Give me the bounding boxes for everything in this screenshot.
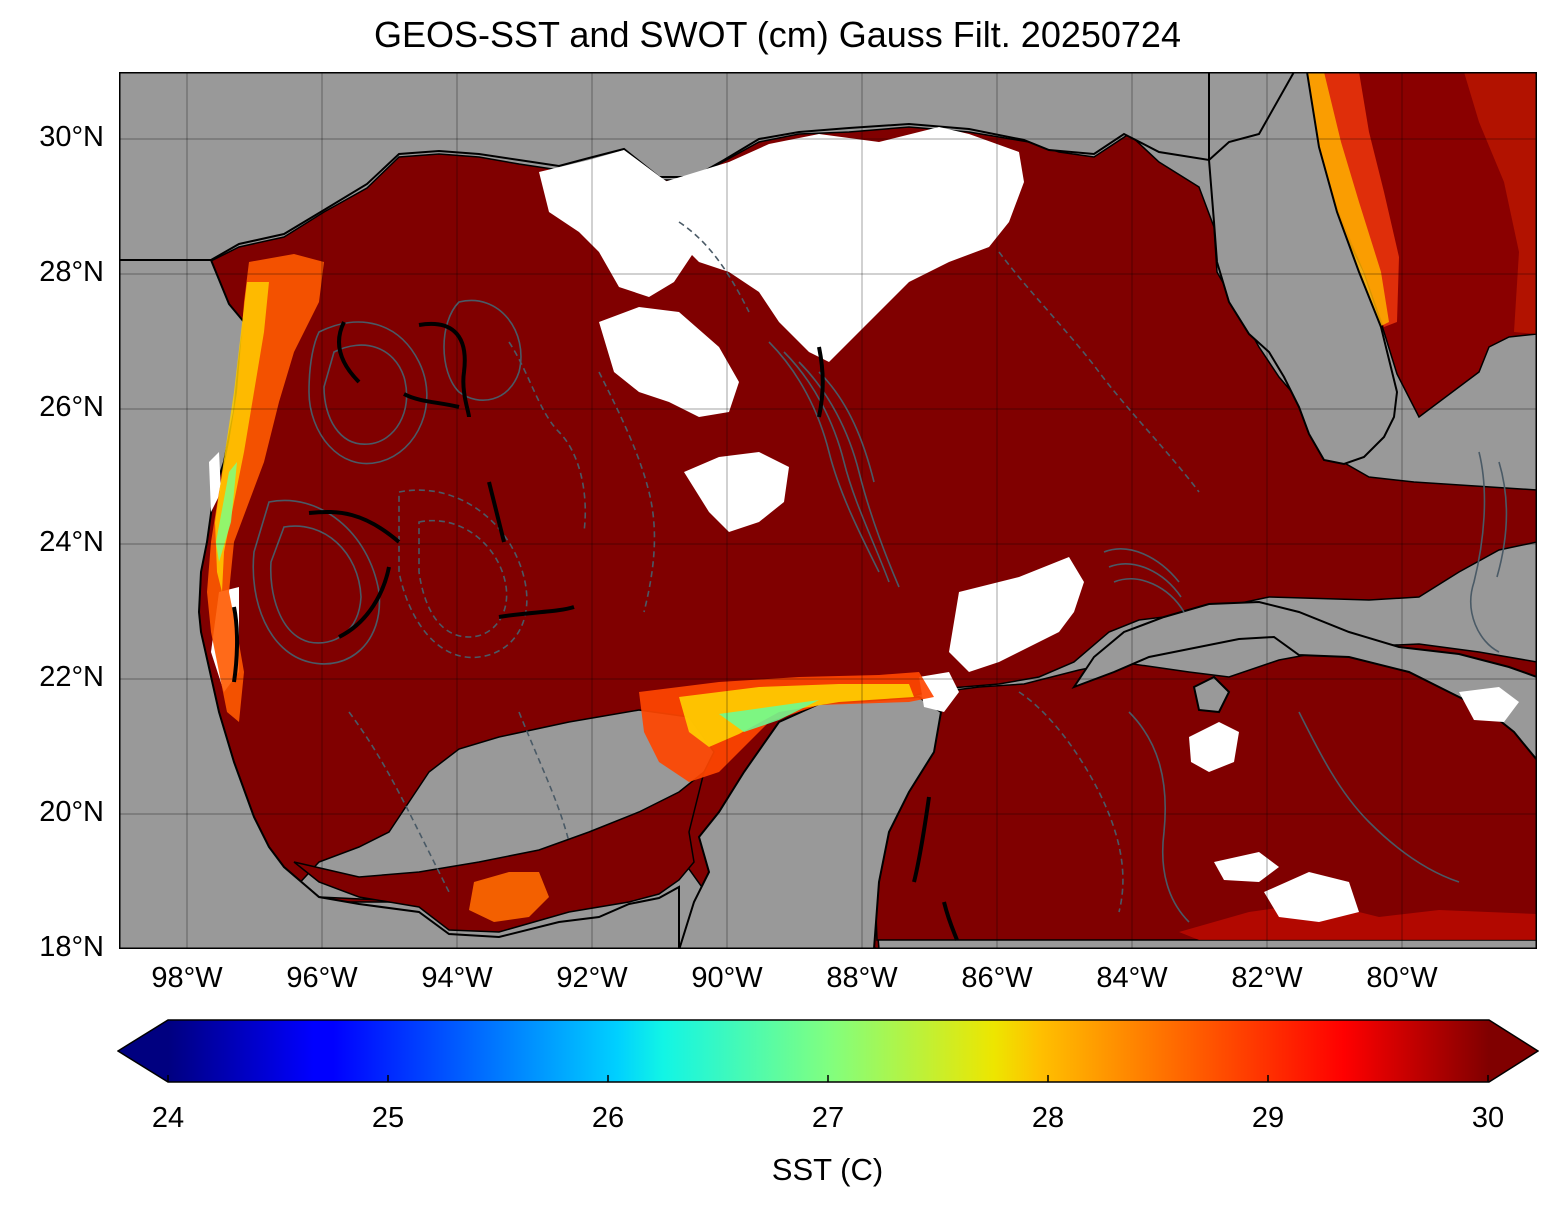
north-gulf-coast [119, 72, 1210, 261]
cuba-island [1071, 600, 1537, 762]
lon-tick-label: 90°W [691, 962, 763, 994]
yucatan-upwelling-core [719, 700, 819, 732]
colorbar-extend-low [118, 1020, 168, 1082]
lon-tick-label: 92°W [556, 962, 628, 994]
isla-de-la-juventud [1192, 675, 1231, 714]
sst-colorbar [116, 1019, 1540, 1088]
lon-tick-label: 84°W [1096, 962, 1168, 994]
lon-tick-label: 94°W [421, 962, 493, 994]
lat-tick-label: 26°N [39, 391, 104, 423]
lat-tick-label: 24°N [39, 526, 104, 558]
colorbar-label: SST (C) [771, 1152, 884, 1187]
colorbar-tick-label: 27 [811, 1102, 845, 1134]
lon-tick-label: 96°W [286, 962, 358, 994]
caribbean-warm-patch [1179, 902, 1537, 940]
lat-tick-label: 28°N [39, 256, 104, 288]
texas-cool-upwelling [216, 462, 237, 562]
lon-tick-label: 80°W [1366, 962, 1438, 994]
colorbar-extend-high [1489, 1020, 1538, 1082]
figure-title: GEOS-SST and SWOT (cm) Gauss Filt. 20250… [374, 14, 1181, 55]
lon-tick-label: 82°W [1231, 962, 1303, 994]
lat-tick-label: 22°N [39, 661, 104, 693]
florida-peninsula [1207, 72, 1399, 466]
colorbar-tick-label: 29 [1251, 1102, 1285, 1134]
map-frame [119, 72, 1537, 949]
map-graticule [119, 72, 1537, 949]
map-panel [119, 72, 1537, 949]
sst-map [119, 72, 1537, 949]
atlantic-east-warm-band [1464, 72, 1537, 334]
lon-tick-label: 98°W [151, 962, 223, 994]
colorbar-tick-label: 30 [1471, 1102, 1505, 1134]
campeche-warm-patch [469, 872, 549, 922]
swot-zero-contours [232, 321, 959, 941]
lon-tick-label: 86°W [961, 962, 1033, 994]
florida-coastal-front [1307, 72, 1389, 327]
lat-tick-label: 18°N [39, 931, 104, 963]
lat-tick-label: 20°N [39, 796, 104, 828]
colorbar-tick-label: 25 [371, 1102, 405, 1134]
yucatan-upwelling-front [679, 684, 914, 747]
colorbar-tick-label: 26 [591, 1102, 625, 1134]
no-data-mask-group [209, 127, 1519, 922]
colorbar-tick-label: 28 [1031, 1102, 1065, 1134]
lat-tick-label: 30°N [39, 121, 104, 153]
colorbar-gradient [168, 1020, 1489, 1082]
lon-tick-label: 88°W [826, 962, 898, 994]
colorbar-graphic [116, 1019, 1540, 1083]
colorbar-tick-label: 24 [151, 1102, 185, 1134]
colorbar-ticks [167, 1075, 1489, 1082]
bay-of-campeche [293, 770, 706, 933]
